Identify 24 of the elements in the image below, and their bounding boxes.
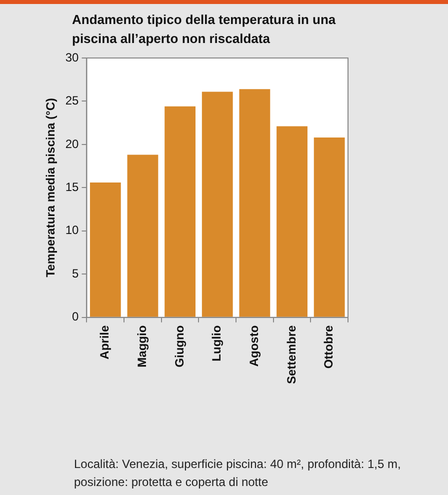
y-tick-label: 25 xyxy=(65,94,80,108)
bar xyxy=(127,154,158,317)
y-tick-label: 20 xyxy=(65,136,80,151)
y-tick-label: 5 xyxy=(72,266,80,280)
bar xyxy=(202,92,233,317)
bar xyxy=(90,182,121,317)
y-tick-label: 15 xyxy=(65,180,80,194)
x-tick-label: Agosto xyxy=(247,325,262,367)
y-tick-label: 30 xyxy=(65,50,80,64)
x-tick-label: Giugno xyxy=(172,325,186,368)
bar xyxy=(164,106,196,317)
x-tick-label: Luglio xyxy=(210,325,224,362)
bar xyxy=(314,138,345,317)
bar xyxy=(276,126,308,317)
text: Località: Venezia, superficie piscina: 40 m², profondità: 1,5 m, posizione: protetta e coperta di notte xyxy=(74,456,402,491)
x-tick-label: Maggio xyxy=(135,325,150,368)
x-tick-label: Settembre xyxy=(284,324,298,384)
bar xyxy=(239,89,270,317)
y-tick-label: 10 xyxy=(65,223,80,238)
y-axis-title: Temperatura media piscina (°C) xyxy=(44,98,58,278)
x-tick-label: Ottobre xyxy=(322,325,336,369)
x-tick-label: Aprile xyxy=(98,324,112,360)
chart-title: Andamento tipico della temperatura in una piscina all’aperto non riscaldata xyxy=(72,11,337,48)
y-tick-label: 0 xyxy=(72,310,80,324)
